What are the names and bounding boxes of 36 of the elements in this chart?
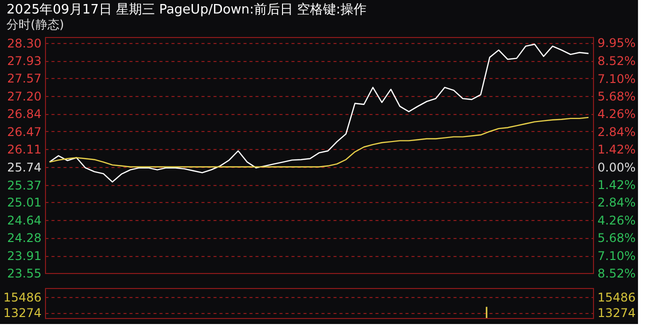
- y2-tick-label: 13274: [598, 306, 636, 320]
- line-series: [48, 44, 590, 182]
- y2-tick-label: 2.84%: [598, 124, 636, 139]
- y2-tick-label: 4.26%: [598, 107, 636, 122]
- y2-tick-label: 1.42%: [598, 142, 636, 157]
- chart-subtitle: 分时(静态): [6, 17, 64, 32]
- y-tick-label: 26.47: [7, 124, 42, 139]
- y-tick-label: 23.55: [7, 266, 42, 280]
- y-tick-label: 28.30: [7, 36, 42, 50]
- y2-tick-label: 8.52%: [598, 54, 636, 68]
- chart-title: 2025年09月17日 星期三 PageUp/Down:前后日 空格键:操作: [6, 2, 366, 18]
- line-series: [48, 116, 590, 168]
- y-tick-label: 15486: [3, 290, 42, 305]
- y2-tick-label: 15486: [598, 290, 636, 305]
- y-tick-label: 13274: [3, 306, 42, 320]
- y-tick-label: 25.74: [7, 160, 42, 174]
- y2-tick-label: 8.52%: [598, 266, 636, 280]
- y2-tick-label: 9.95%: [598, 36, 636, 50]
- y2-tick-label: 7.10%: [598, 248, 636, 263]
- y2-tick-label: 5.68%: [598, 89, 636, 104]
- y-tick-label: 26.84: [7, 107, 42, 122]
- y2-tick-label: 2.84%: [598, 196, 636, 210]
- y-tick-label: 26.11: [7, 142, 42, 156]
- y2-tick-label: 4.26%: [598, 213, 636, 228]
- y-tick-label: 27.57: [7, 72, 42, 86]
- y2-tick-label: 1.42%: [598, 178, 636, 192]
- y2-tick-label: 7.10%: [598, 72, 636, 86]
- y2-tick-label: 5.68%: [598, 231, 636, 246]
- y2-tick-label: 0.00%: [598, 160, 636, 174]
- y-tick-label: 27.20: [7, 90, 42, 104]
- y-tick-label: 25.01: [7, 196, 42, 210]
- y-tick-label: 25.37: [7, 178, 42, 192]
- y-tick-label: 24.64: [7, 214, 42, 228]
- y-tick-label: 27.93: [7, 54, 42, 68]
- y-tick-label: 23.91: [7, 249, 42, 264]
- y-tick-label: 24.28: [7, 231, 42, 246]
